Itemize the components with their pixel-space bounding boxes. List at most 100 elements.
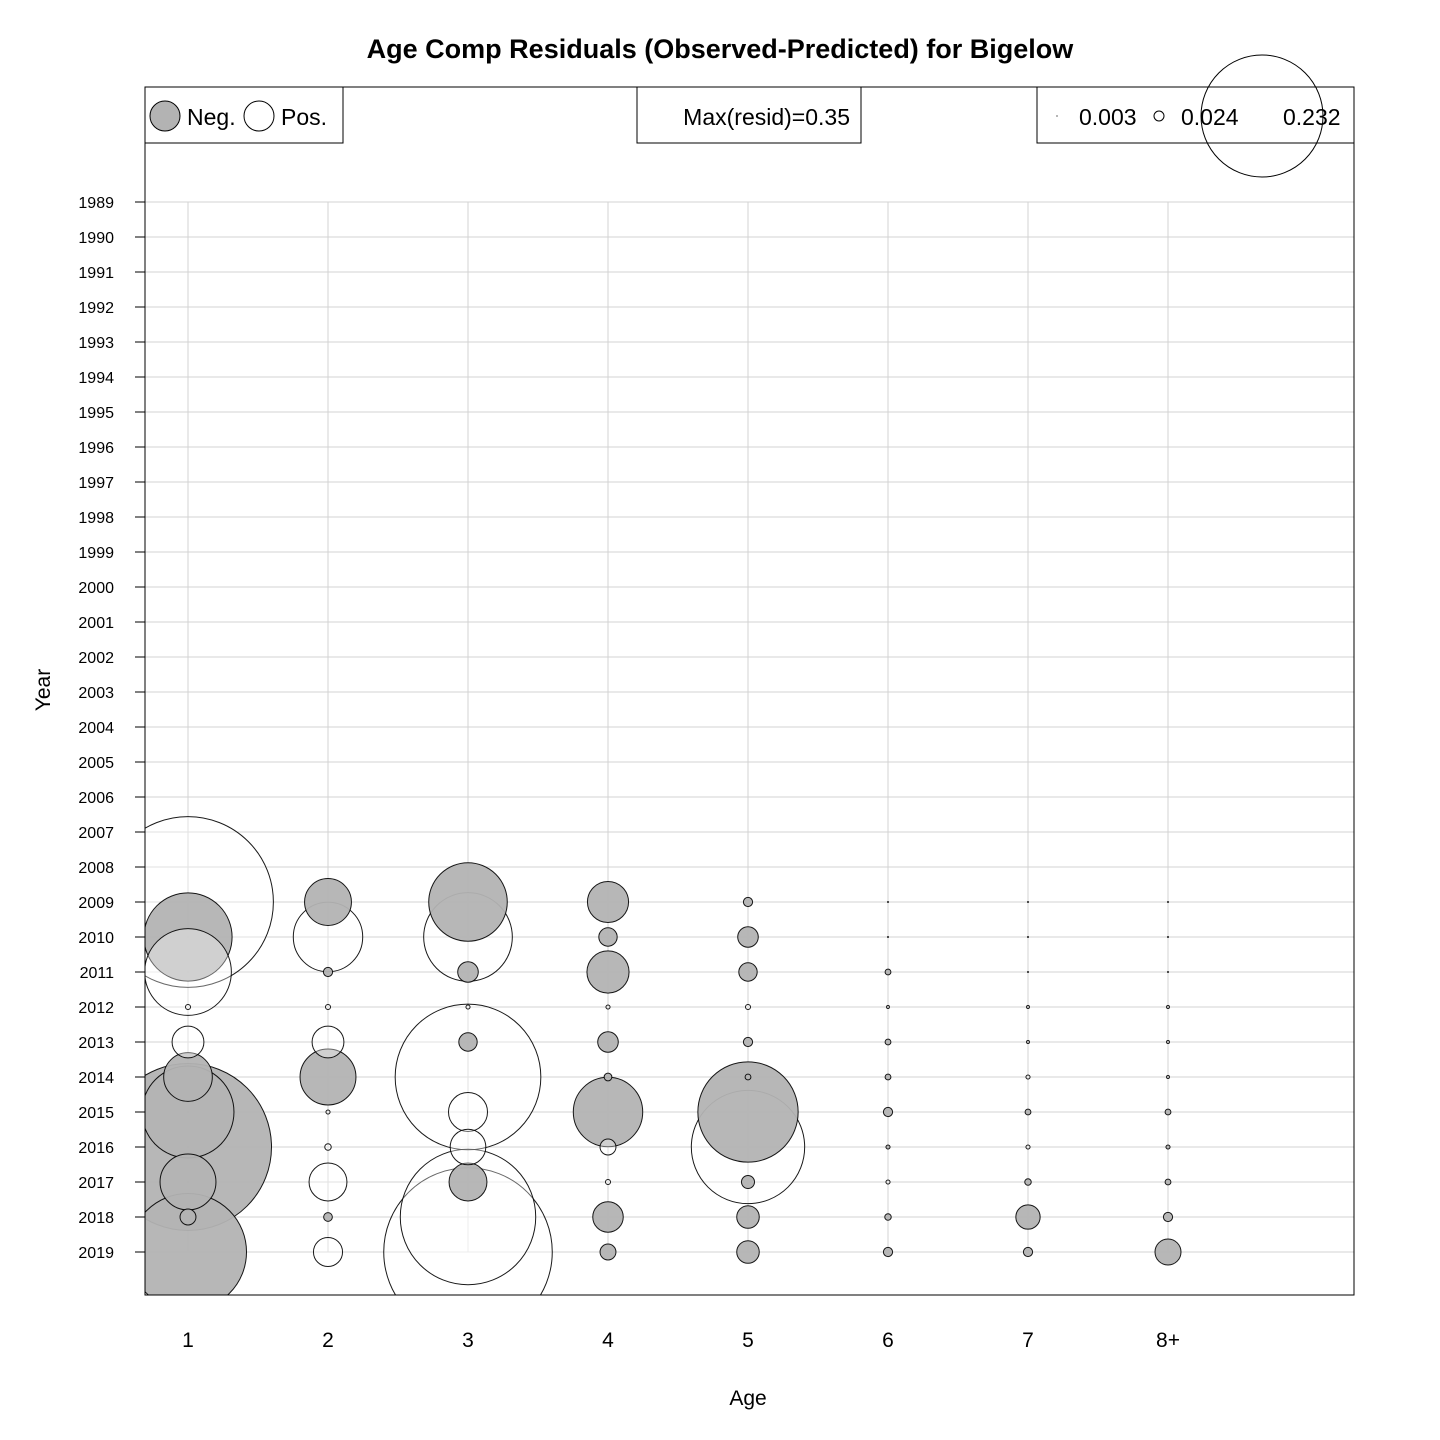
- bubble-2011-age-8+: [1168, 972, 1169, 973]
- bubble-2016-age-3: [450, 1129, 486, 1165]
- x-tick-label-6: 6: [882, 1329, 894, 1352]
- bubble-2017-age-5: [742, 1176, 755, 1189]
- bubble-2018-age-7: [1016, 1205, 1040, 1229]
- bubble-2018-age-1: [180, 1209, 196, 1225]
- bubble-2014-age-4: [604, 1073, 612, 1081]
- bubble-2017-age-1: [160, 1154, 216, 1210]
- bubble-2011-age-6: [885, 969, 891, 975]
- y-tick-label-2003: 2003: [78, 685, 114, 702]
- bubble-2009-age-6: [888, 902, 889, 903]
- y-tick-label-2006: 2006: [78, 790, 114, 807]
- legend-scale-large-label: 0.232: [1283, 104, 1341, 130]
- bubble-2017-age-3: [449, 1163, 487, 1201]
- bubble-2013-age-8+: [1167, 1041, 1170, 1044]
- x-tick-label-4: 4: [602, 1329, 614, 1352]
- x-tick-label-8+: 8+: [1156, 1329, 1180, 1352]
- bubble-2011-age-4: [587, 951, 629, 993]
- y-tick-label-2018: 2018: [78, 1210, 114, 1227]
- bubble-2014-age-7: [1026, 1075, 1030, 1079]
- y-tick-label-2013: 2013: [78, 1035, 114, 1052]
- legend-scale-medium-label: 0.024: [1181, 104, 1239, 130]
- y-tick-label-2011: 2011: [80, 965, 115, 982]
- bubble-2015-age-6: [883, 1107, 892, 1116]
- bubble-2017-age-7: [1025, 1179, 1032, 1186]
- y-tick-label-2005: 2005: [78, 755, 114, 772]
- bubble-2018-age-4: [593, 1202, 624, 1233]
- bubble-2019-age-6: [883, 1247, 892, 1256]
- x-axis-label: Age: [729, 1387, 766, 1410]
- bubble-2012-age-3: [466, 1005, 470, 1009]
- y-tick-label-2000: 2000: [78, 580, 114, 597]
- y-tick-label-2001: 2001: [78, 615, 114, 632]
- bubble-2015-age-7: [1025, 1109, 1031, 1115]
- bubble-2011-age-5: [739, 963, 757, 981]
- y-tick-label-2008: 2008: [78, 860, 114, 877]
- bubble-2013-age-5: [743, 1037, 752, 1046]
- y-tick-label-1993: 1993: [78, 335, 114, 352]
- bubble-2015-age-3: [449, 1093, 488, 1132]
- legend-max-label: Max(resid)=0.35: [683, 104, 850, 130]
- y-tick-label-2010: 2010: [78, 930, 114, 947]
- y-tick-label-1996: 1996: [78, 440, 114, 457]
- bubble-2016-age-7: [1026, 1145, 1030, 1149]
- bubble-2019-age-8+: [1155, 1239, 1181, 1265]
- bubble-2013-age-6: [885, 1039, 891, 1045]
- bubble-2014-age-1: [164, 1053, 213, 1102]
- bubble-2013-age-1: [172, 1026, 204, 1058]
- bubble-2015-age-8+: [1165, 1109, 1171, 1115]
- bubble-2011-age-1: [145, 929, 232, 1016]
- bubble-2018-age-2: [324, 1213, 333, 1222]
- y-tick-label-1989: 1989: [78, 195, 114, 212]
- bubble-2011-age-2: [323, 967, 332, 976]
- bubble-2012-age-1: [185, 1004, 190, 1009]
- bubble-2017-age-6: [886, 1180, 890, 1184]
- bubble-2013-age-4: [598, 1032, 619, 1053]
- bubble-2010-age-6: [888, 937, 889, 938]
- bubble-2009-age-2: [305, 879, 352, 926]
- bubble-2015-age-2: [326, 1110, 330, 1114]
- bubble-2018-age-6: [885, 1214, 892, 1221]
- y-tick-label-1995: 1995: [78, 405, 114, 422]
- bubble-2010-age-8+: [1168, 937, 1169, 938]
- legend-scale-small-symbol: [1056, 115, 1057, 116]
- bubble-2016-age-6: [886, 1145, 890, 1149]
- y-tick-label-1999: 1999: [78, 545, 114, 562]
- bubble-2017-age-2: [309, 1163, 347, 1201]
- y-tick-label-1997: 1997: [78, 475, 114, 492]
- bubble-2011-age-3: [458, 962, 479, 983]
- y-tick-label-2019: 2019: [78, 1245, 114, 1262]
- bubble-2016-age-4: [600, 1139, 616, 1155]
- y-tick-label-2007: 2007: [78, 825, 114, 842]
- bubble-2018-age-8+: [1163, 1212, 1172, 1221]
- legend-scale-small-label: 0.003: [1079, 104, 1137, 130]
- x-tick-label-1: 1: [182, 1329, 194, 1352]
- y-tick-label-1991: 1991: [78, 265, 114, 282]
- y-tick-label-1990: 1990: [78, 230, 114, 247]
- legend-sign: Neg. Pos.: [145, 87, 343, 143]
- bubble-2013-age-7: [1027, 1041, 1030, 1044]
- bubble-2009-age-3: [429, 863, 508, 942]
- bubble-2019-age-4: [600, 1244, 616, 1260]
- legend-pos-symbol: [244, 101, 274, 131]
- bubble-2018-age-5: [737, 1206, 760, 1229]
- y-tick-label-2002: 2002: [78, 650, 114, 667]
- x-tick-label-3: 3: [462, 1329, 474, 1352]
- bubble-2015-age-4: [573, 1077, 642, 1146]
- legend-neg-symbol: [150, 101, 180, 131]
- chart-title: Age Comp Residuals (Observed-Predicted) …: [367, 34, 1075, 64]
- y-axis-label: Year: [32, 669, 55, 711]
- bubble-2012-age-7: [1027, 1006, 1030, 1009]
- y-tick-label-2017: 2017: [78, 1175, 114, 1192]
- bubble-2010-age-4: [599, 928, 617, 946]
- legend-neg-label: Neg.: [187, 104, 236, 130]
- bubble-2016-age-8+: [1166, 1145, 1170, 1149]
- bubble-2009-age-4: [587, 881, 628, 922]
- legend-max: Max(resid)=0.35: [637, 87, 861, 143]
- bubble-2012-age-8+: [1167, 1006, 1170, 1009]
- bubble-2012-age-2: [325, 1004, 330, 1009]
- y-tick-label-2015: 2015: [78, 1105, 114, 1122]
- bubble-2019-age-2: [313, 1237, 342, 1266]
- bubble-2009-age-5: [743, 897, 752, 906]
- y-tick-label-2004: 2004: [78, 720, 114, 737]
